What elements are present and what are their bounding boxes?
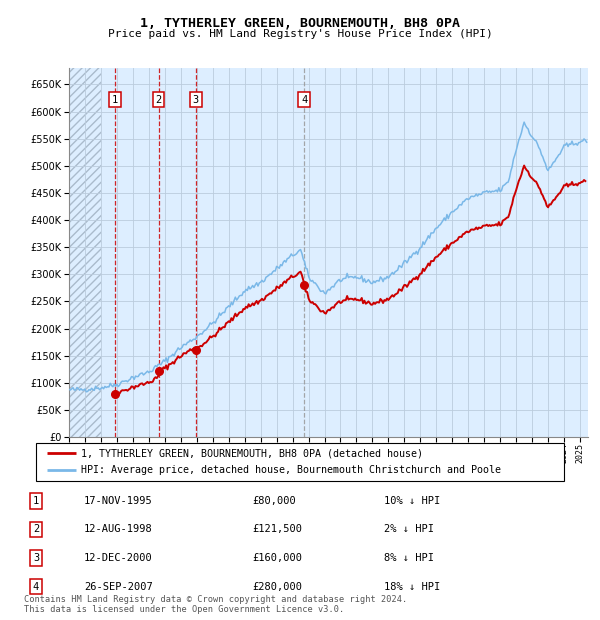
- Text: £160,000: £160,000: [252, 553, 302, 563]
- Text: 4: 4: [33, 582, 39, 591]
- Text: 1, TYTHERLEY GREEN, BOURNEMOUTH, BH8 0PA: 1, TYTHERLEY GREEN, BOURNEMOUTH, BH8 0PA: [140, 17, 460, 30]
- Text: 3: 3: [193, 95, 199, 105]
- Text: 18% ↓ HPI: 18% ↓ HPI: [384, 582, 440, 591]
- Text: 10% ↓ HPI: 10% ↓ HPI: [384, 496, 440, 506]
- Text: 2: 2: [33, 525, 39, 534]
- Text: 1, TYTHERLEY GREEN, BOURNEMOUTH, BH8 0PA (detached house): 1, TYTHERLEY GREEN, BOURNEMOUTH, BH8 0PA…: [81, 448, 423, 458]
- Text: 2% ↓ HPI: 2% ↓ HPI: [384, 525, 434, 534]
- Text: 2: 2: [155, 95, 162, 105]
- Text: HPI: Average price, detached house, Bournemouth Christchurch and Poole: HPI: Average price, detached house, Bour…: [81, 466, 501, 476]
- Text: £80,000: £80,000: [252, 496, 296, 506]
- Text: 26-SEP-2007: 26-SEP-2007: [84, 582, 153, 591]
- Text: Price paid vs. HM Land Registry's House Price Index (HPI): Price paid vs. HM Land Registry's House …: [107, 29, 493, 39]
- Text: 17-NOV-1995: 17-NOV-1995: [84, 496, 153, 506]
- Text: £121,500: £121,500: [252, 525, 302, 534]
- Text: Contains HM Land Registry data © Crown copyright and database right 2024.: Contains HM Land Registry data © Crown c…: [24, 595, 407, 604]
- Text: 3: 3: [33, 553, 39, 563]
- Text: 8% ↓ HPI: 8% ↓ HPI: [384, 553, 434, 563]
- Text: 1: 1: [33, 496, 39, 506]
- Text: 4: 4: [301, 95, 307, 105]
- Text: 12-AUG-1998: 12-AUG-1998: [84, 525, 153, 534]
- Text: 1: 1: [112, 95, 118, 105]
- Text: 12-DEC-2000: 12-DEC-2000: [84, 553, 153, 563]
- Text: This data is licensed under the Open Government Licence v3.0.: This data is licensed under the Open Gov…: [24, 604, 344, 614]
- Text: £280,000: £280,000: [252, 582, 302, 591]
- FancyBboxPatch shape: [36, 443, 564, 480]
